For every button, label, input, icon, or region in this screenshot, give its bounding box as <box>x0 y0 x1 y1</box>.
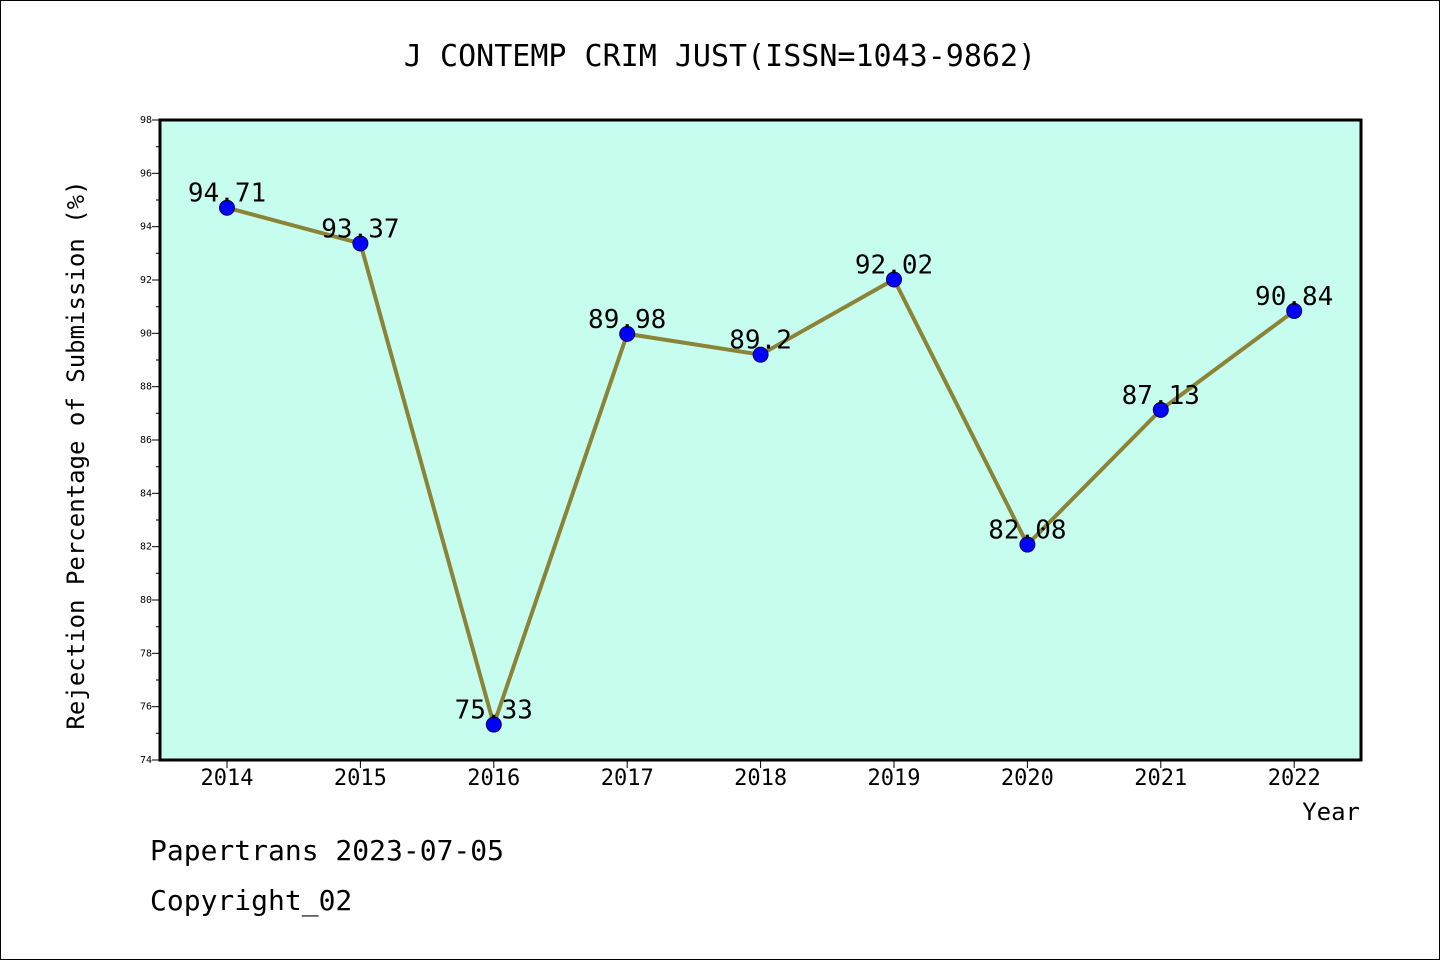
x-tick-label: 2017 <box>601 766 654 791</box>
chart-title: J CONTEMP CRIM JUST(ISSN=1043-9862) <box>404 39 1036 74</box>
y-tick-label: 76 <box>140 702 152 713</box>
y-tick-label: 86 <box>140 435 152 446</box>
x-tick-label: 2018 <box>734 766 787 791</box>
data-point <box>352 235 369 252</box>
y-tick-label: 90 <box>140 328 152 339</box>
y-tick-label: 78 <box>140 648 152 659</box>
x-tick-label: 2021 <box>1134 766 1187 791</box>
data-point <box>1152 401 1169 418</box>
y-tick-label: 92 <box>140 275 152 286</box>
x-tick-label: 2014 <box>201 766 254 791</box>
plot-border <box>158 118 1363 762</box>
data-label: 92.02 <box>855 250 933 280</box>
y-tick-label: 96 <box>140 168 152 179</box>
data-label: 90.84 <box>1255 282 1333 312</box>
data-label: 93.37 <box>321 214 399 244</box>
y-tick-label: 84 <box>140 488 152 499</box>
data-point <box>485 716 502 733</box>
y-tick-label: 80 <box>140 595 152 606</box>
y-tick-label: 94 <box>140 222 152 233</box>
data-point <box>1286 302 1303 319</box>
data-series: 94.71 93.37 75.33 89.98 89.2 92.02 82.08 87.13 9… <box>188 179 1333 733</box>
x-axis-label: Year <box>1302 798 1360 826</box>
data-label: 82.08 <box>988 516 1066 546</box>
data-point <box>1019 536 1036 553</box>
data-label: 75.33 <box>455 696 533 726</box>
x-tick-label: 2019 <box>868 766 921 791</box>
data-label: 87.13 <box>1122 381 1200 411</box>
data-point <box>219 199 235 216</box>
x-tick-label: 2016 <box>467 766 520 791</box>
x-axis: 2014 2015 2016 2017 2018 2019 2020 2021 2022 <box>201 760 1321 791</box>
data-point <box>752 346 769 363</box>
y-tick-label: 82 <box>140 542 152 553</box>
y-tick-label: 98 <box>140 115 152 126</box>
x-tick-label: 2015 <box>334 766 387 791</box>
footer-copyright-text: Copyright_02 <box>150 884 353 917</box>
data-point <box>886 271 902 288</box>
data-label: 89.2 <box>729 326 792 356</box>
x-tick-label: 2022 <box>1268 766 1321 791</box>
data-label: 89.98 <box>588 305 666 335</box>
y-axis: 74 76 78 80 82 84 86 88 90 92 94 96 98 <box>140 115 160 766</box>
footer-date-text: Papertrans 2023-07-05 <box>150 834 505 867</box>
data-label: 94.71 <box>188 179 266 209</box>
x-tick-label: 2020 <box>1001 766 1054 791</box>
y-tick-label: 74 <box>140 755 152 766</box>
y-tick-label: 88 <box>140 382 152 393</box>
y-axis-label: Rejection Percentage of Submission (%) <box>62 180 90 729</box>
data-point <box>619 325 636 342</box>
plot-area <box>160 120 1361 760</box>
